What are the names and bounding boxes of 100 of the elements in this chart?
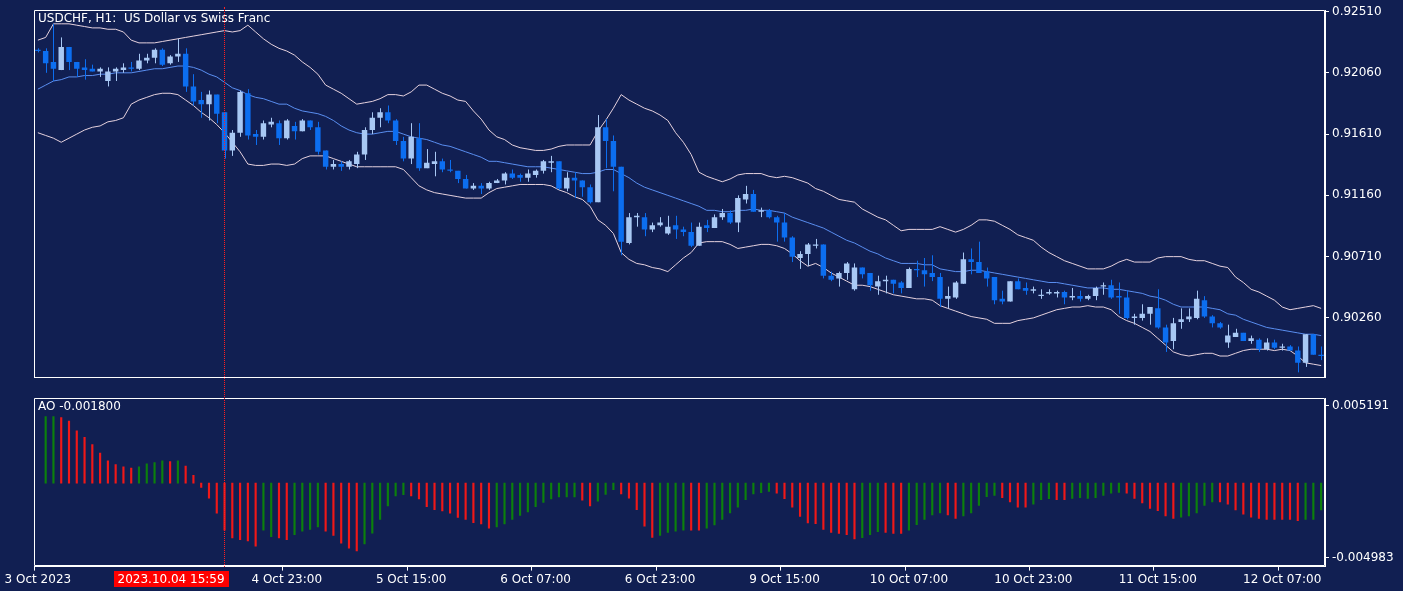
x-tick-label: 6 Oct 23:00 [624, 571, 696, 586]
bar [371, 482, 374, 534]
bar [1055, 482, 1058, 501]
candlestick [867, 272, 873, 292]
y-tick-label: 0.91610 [1332, 126, 1382, 141]
candlestick [245, 88, 251, 141]
bar [433, 482, 436, 510]
bar [534, 482, 537, 508]
candlestick [1217, 321, 1223, 330]
bar [472, 482, 475, 523]
bar [293, 482, 296, 535]
x-tick-label: 9 Oct 15:00 [749, 571, 820, 586]
bar [355, 482, 358, 552]
bar [596, 482, 599, 502]
bar [456, 482, 459, 518]
bar [200, 482, 203, 488]
x-tick-label: 10 Oct 07:00 [869, 571, 949, 586]
bar [44, 416, 47, 484]
bar [830, 482, 833, 533]
bar [1001, 482, 1004, 498]
bar [480, 482, 483, 525]
bar [713, 482, 716, 526]
bar [309, 482, 312, 530]
x-tick-label: 10 Oct 23:00 [994, 571, 1073, 586]
bar [114, 464, 117, 484]
bar [176, 460, 179, 484]
x-tick-label: 6 Oct 07:00 [500, 571, 571, 586]
bar [837, 482, 841, 534]
bar [643, 482, 646, 527]
candlestick [1178, 307, 1184, 330]
candlestick [828, 271, 834, 282]
candlestick [696, 222, 702, 247]
bar [495, 482, 498, 528]
y-tick-label: 0.90260 [1332, 310, 1382, 325]
candlestick [198, 91, 204, 119]
bar [347, 482, 351, 549]
bar [1288, 482, 1292, 520]
bar [783, 482, 786, 500]
bar [1071, 482, 1074, 499]
bar [900, 482, 903, 534]
bar [1203, 482, 1206, 506]
bar [83, 436, 86, 484]
bar [52, 416, 55, 484]
candlestick [1155, 288, 1161, 330]
candlestick [58, 36, 64, 71]
bar [728, 482, 732, 514]
bar [565, 482, 568, 498]
bar [1164, 482, 1167, 517]
bar [1312, 482, 1315, 520]
bar [985, 482, 988, 498]
bar [169, 461, 172, 484]
x-tick-label: 4 Oct 23:00 [251, 571, 323, 586]
bar [1047, 482, 1050, 500]
bar [106, 460, 109, 484]
bar [153, 462, 156, 484]
candlestick [618, 166, 624, 256]
bar [239, 482, 242, 541]
bar [612, 482, 615, 490]
candlestick [898, 280, 904, 294]
candlestick [945, 286, 951, 309]
candlestick [1007, 280, 1013, 303]
bar [721, 482, 724, 520]
candlestick [1147, 306, 1153, 326]
y-tick-label: 0.005191 [1332, 397, 1390, 412]
bar [954, 482, 957, 519]
bar [1172, 482, 1175, 519]
candlestick [346, 159, 352, 170]
bar [690, 482, 693, 531]
candlestick [937, 272, 943, 308]
candlestick [1295, 345, 1301, 373]
candlestick [105, 66, 111, 87]
bar [892, 482, 895, 534]
text: 2023.10.04 15:59 [113, 570, 229, 587]
bar [542, 482, 545, 503]
bar [487, 482, 491, 529]
bar [301, 482, 304, 532]
bar [246, 482, 249, 542]
bar [363, 482, 366, 545]
candlestick [447, 159, 453, 173]
candlestick [307, 119, 313, 131]
bar [1234, 482, 1237, 511]
candlestick [758, 207, 764, 218]
y-tick-label: 0.91160 [1332, 187, 1382, 202]
bar [861, 482, 864, 539]
candlestick [377, 107, 383, 128]
candlestick [812, 238, 819, 249]
bar [1063, 482, 1066, 501]
bar [604, 482, 607, 495]
bar [449, 482, 452, 514]
bar [814, 482, 817, 525]
bar [1133, 482, 1136, 499]
candlestick [735, 194, 741, 233]
bar [1086, 482, 1089, 499]
bar [1273, 482, 1276, 520]
bar [557, 482, 561, 498]
bar [736, 482, 739, 508]
candlestick [875, 275, 881, 296]
bar [410, 482, 413, 497]
candlestick [1077, 290, 1083, 303]
x-tick-label: 5 Oct 15:00 [375, 571, 447, 586]
